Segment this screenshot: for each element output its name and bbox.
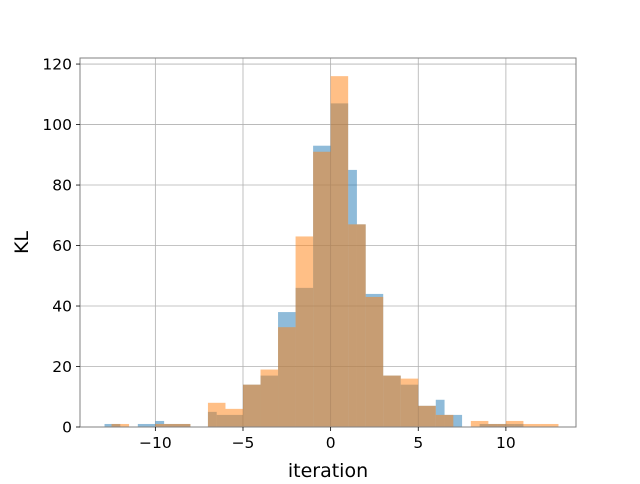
x-axis-label: iteration (288, 460, 368, 480)
histogram-bar (435, 399, 445, 427)
histogram-bar (400, 378, 419, 427)
histogram-bar (505, 420, 524, 427)
histogram-bar (260, 369, 279, 427)
histogram-bar (523, 423, 541, 427)
histogram-bar (365, 296, 384, 427)
y-tick-label: 80 (52, 177, 72, 195)
bars-layer (104, 76, 559, 428)
histogram-bar (295, 236, 314, 427)
x-tick-label: −10 (139, 434, 172, 452)
x-tick-label: 0 (326, 434, 336, 452)
histogram-bar (383, 375, 401, 427)
histogram-bar (137, 423, 156, 427)
x-tick-label: 5 (413, 434, 423, 452)
y-tick-label: 100 (42, 116, 72, 134)
histogram-bar (278, 327, 296, 427)
histogram-bar (207, 402, 226, 427)
histogram-bar (225, 408, 243, 427)
x-tick-label: 10 (496, 434, 516, 452)
y-tick-label: 40 (52, 298, 72, 316)
histogram-series-2 (111, 76, 559, 428)
plot-frame (79, 57, 577, 428)
histogram-bar (111, 423, 130, 427)
y-tick-label: 60 (52, 237, 72, 255)
x-tick-label: −5 (232, 434, 255, 452)
histogram-bar (540, 423, 559, 427)
y-tick-label: 20 (52, 358, 72, 376)
y-tick-label: 0 (62, 419, 72, 437)
histogram-bar (330, 76, 349, 428)
y-tick-label: 120 (42, 56, 72, 74)
y-axis-label: KL (11, 231, 33, 254)
histogram-bar (313, 151, 331, 427)
histogram-bar (242, 384, 261, 427)
histogram-bar (470, 420, 489, 427)
histogram-bar (172, 423, 191, 427)
histogram-bar (348, 224, 366, 427)
histogram-bar (435, 414, 454, 427)
histogram-bar (155, 423, 173, 427)
histogram-bar (418, 405, 436, 427)
histogram-bar (488, 423, 506, 427)
